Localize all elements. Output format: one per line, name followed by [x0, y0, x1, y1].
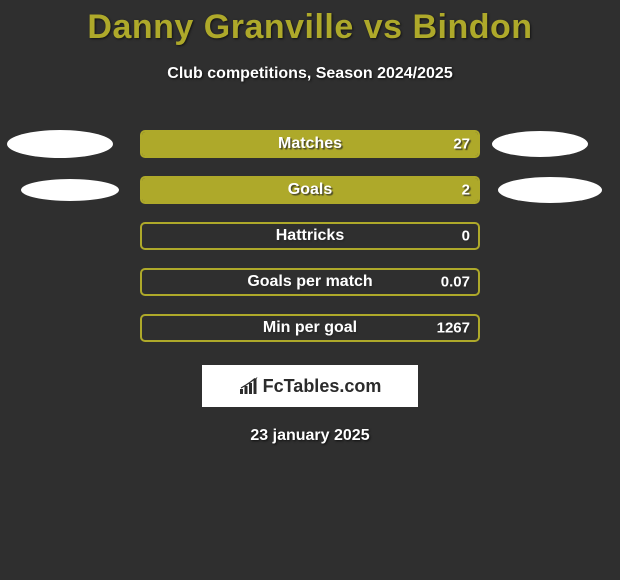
right-ellipse [492, 131, 588, 157]
bar-track [140, 130, 480, 158]
left-ellipse [7, 130, 113, 158]
bar-fill [142, 132, 478, 156]
subtitle: Club competitions, Season 2024/2025 [0, 65, 620, 83]
left-ellipse [21, 179, 119, 201]
comparison-chart: Matches27Goals2Hattricks0Goals per match… [0, 121, 620, 351]
bar-track [140, 222, 480, 250]
brand-text: FcTables.com [263, 376, 382, 397]
stat-row: Goals per match0.07 [0, 259, 620, 305]
stat-row: Goals2 [0, 167, 620, 213]
page-title: Danny Granville vs Bindon [0, 0, 620, 47]
stat-row: Min per goal1267 [0, 305, 620, 351]
stat-row: Matches27 [0, 121, 620, 167]
stat-row: Hattricks0 [0, 213, 620, 259]
date-label: 23 january 2025 [0, 427, 620, 445]
right-ellipse [498, 177, 602, 203]
brand-label: FcTables.com [239, 376, 382, 397]
bar-track [140, 268, 480, 296]
bar-track [140, 314, 480, 342]
chart-icon [239, 377, 259, 395]
brand-badge[interactable]: FcTables.com [202, 365, 418, 407]
bar-fill [142, 178, 478, 202]
bar-track [140, 176, 480, 204]
